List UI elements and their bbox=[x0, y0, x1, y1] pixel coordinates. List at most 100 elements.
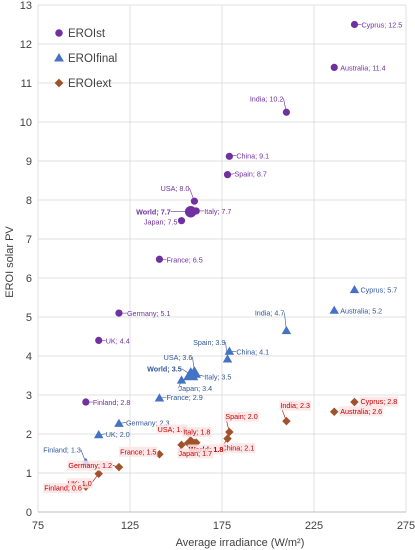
data-label-background bbox=[43, 483, 83, 494]
data-point-diamond bbox=[282, 416, 291, 426]
data-label: World; 3.5 bbox=[147, 365, 182, 374]
data-label: China; 9.1 bbox=[236, 151, 269, 160]
data-point-triangle bbox=[183, 367, 199, 381]
data-point-diamond bbox=[225, 427, 234, 437]
data-label: Finland; 0.6 bbox=[44, 484, 82, 493]
data-label-background bbox=[339, 406, 384, 417]
data-label: Finland; 2.8 bbox=[93, 398, 131, 407]
legend-diamond-icon bbox=[54, 78, 64, 88]
data-label: USA; 8.0 bbox=[161, 184, 190, 193]
y-tick-label: 7 bbox=[26, 234, 32, 246]
data-point-triangle bbox=[176, 375, 187, 384]
data-label: Australia; 5.2 bbox=[340, 306, 382, 315]
data-label: UK; 4.4 bbox=[106, 336, 130, 345]
legend: EROIst EROIfinal EROIext bbox=[54, 28, 117, 90]
data-labels: Cyprus; 12.5 Australia; 11.4 India; 10.2 Ch… bbox=[43, 21, 402, 494]
data-point-diamond bbox=[114, 462, 124, 472]
data-label: Japan; 1.7 bbox=[179, 449, 213, 458]
leader-lines bbox=[80, 24, 362, 483]
data-label: France; 2.9 bbox=[166, 393, 202, 402]
data-point-triangle bbox=[224, 346, 235, 355]
data-point-diamond bbox=[177, 440, 186, 450]
x-tick-label: 225 bbox=[305, 520, 323, 532]
data-point-triangle bbox=[114, 418, 124, 427]
data-label: Italy; 7.7 bbox=[204, 207, 231, 216]
data-point-circle bbox=[330, 63, 338, 71]
data-label: Australia; 11.4 bbox=[340, 63, 385, 72]
data-label: Finland; 1.3 bbox=[43, 445, 81, 454]
legend-circle-icon bbox=[55, 29, 63, 37]
data-point-circle bbox=[225, 152, 233, 160]
data-point-circle bbox=[177, 217, 186, 225]
data-point-circle bbox=[184, 205, 197, 218]
data-label: Italy; 1.8 bbox=[183, 428, 210, 437]
data-label: Spain; 8.7 bbox=[235, 170, 267, 179]
legend-label: EROIst bbox=[68, 28, 106, 40]
data-label-background bbox=[67, 460, 113, 471]
data-point-circle bbox=[115, 309, 123, 317]
data-label: India; 4.7 bbox=[255, 309, 285, 318]
data-point-triangle bbox=[93, 430, 104, 439]
data-point-diamond bbox=[223, 434, 232, 443]
data-label-background bbox=[156, 424, 188, 435]
grid bbox=[37, 4, 407, 513]
y-tick-label: 10 bbox=[20, 117, 32, 129]
y-tick-label: 6 bbox=[26, 273, 32, 285]
data-point-circle bbox=[223, 171, 232, 179]
x-tick-label: 175 bbox=[213, 520, 231, 532]
data-point-circle bbox=[95, 336, 103, 344]
data-point-triangle bbox=[329, 305, 339, 314]
data-label: World; 7.7 bbox=[136, 208, 171, 217]
data-point-circle bbox=[350, 20, 359, 29]
y-tick-label: 11 bbox=[21, 78, 32, 90]
data-point-circle bbox=[82, 398, 90, 406]
data-label: USA; 1.8 bbox=[158, 425, 187, 434]
legend-triangle-icon bbox=[54, 53, 64, 62]
data-point-circle bbox=[282, 108, 290, 116]
data-label: France; 6.5 bbox=[166, 255, 202, 264]
data-label: Germany; 1.2 bbox=[68, 461, 112, 470]
data-label: Japan; 3.4 bbox=[179, 384, 213, 393]
data-label-background bbox=[220, 443, 256, 454]
y-tick-label: 5 bbox=[26, 312, 32, 324]
x-tick-label: 75 bbox=[32, 520, 44, 532]
data-point-diamond bbox=[350, 397, 359, 407]
data-label-background bbox=[279, 400, 311, 411]
data-label: Cyprus; 12.5 bbox=[361, 21, 402, 30]
data-label: Japan; 7.5 bbox=[144, 218, 178, 227]
y-tick-label: 8 bbox=[26, 195, 32, 207]
legend-label: EROIext bbox=[68, 78, 112, 90]
data-label-background bbox=[119, 446, 158, 457]
data-point-triangle bbox=[154, 393, 165, 402]
data-point-circle bbox=[155, 255, 164, 263]
data-point-triangle bbox=[222, 354, 233, 363]
data-label: Cyprus; 5.7 bbox=[360, 286, 397, 295]
data-label: UK; 2.0 bbox=[106, 430, 130, 439]
data-point-diamond bbox=[329, 407, 339, 417]
data-label: USA; 3.6 bbox=[164, 353, 193, 362]
data-label: Germany; 2.3 bbox=[126, 418, 170, 427]
data-point-diamond bbox=[94, 469, 103, 479]
data-label: Australia; 2.6 bbox=[340, 407, 382, 416]
data-label-background bbox=[182, 427, 212, 438]
x-tick-label: 125 bbox=[121, 520, 139, 532]
data-label: Spain; 2.0 bbox=[225, 412, 257, 421]
data-label: Spain; 3.9 bbox=[193, 338, 225, 347]
data-label: China; 2.1 bbox=[222, 444, 255, 453]
x-axis-title: Average irradiance (W/m²) bbox=[176, 537, 305, 549]
y-tick-label: 9 bbox=[26, 156, 32, 168]
data-label: France; 1.5 bbox=[120, 447, 156, 456]
data-point-circle bbox=[190, 197, 198, 205]
legend-label: EROIfinal bbox=[68, 53, 117, 65]
y-tick-label: 0 bbox=[26, 507, 32, 519]
data-label: China; 4.1 bbox=[236, 347, 269, 356]
y-axis-title: EROI solar PV bbox=[4, 226, 16, 298]
data-label: Germany; 5.1 bbox=[127, 309, 171, 318]
data-point-triangle bbox=[281, 325, 292, 335]
x-tick-label: 275 bbox=[397, 520, 415, 532]
y-tick-label: 1 bbox=[26, 468, 32, 480]
data-label-background bbox=[359, 396, 399, 407]
